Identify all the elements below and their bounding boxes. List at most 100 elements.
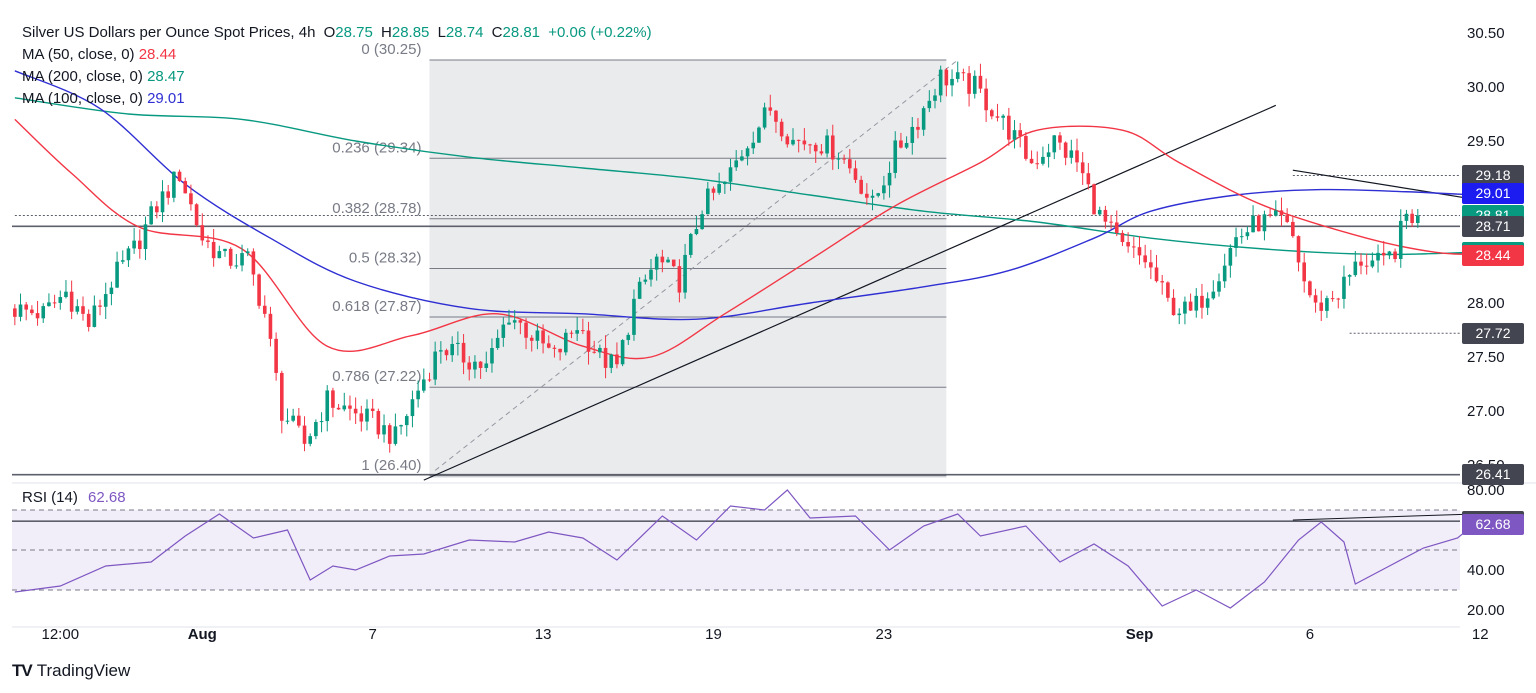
candle-body — [194, 204, 199, 226]
candle-body — [660, 256, 665, 263]
time-label-12: 12 — [1472, 626, 1489, 643]
candle-body — [319, 421, 324, 423]
candle-body — [995, 116, 1000, 118]
candle-body — [382, 425, 386, 435]
candle-body — [899, 140, 903, 148]
candle-body — [1398, 220, 1403, 259]
candle-body — [41, 306, 46, 319]
candle-body — [723, 181, 727, 185]
ma50-line — [14, 118, 1475, 360]
candle-body — [893, 140, 898, 173]
candle-body — [166, 191, 170, 198]
price-tag-28.44: 28.44 — [1462, 244, 1524, 266]
ma100-line — [14, 70, 1475, 321]
candle-body — [592, 351, 596, 353]
candle-body — [410, 399, 415, 417]
candle-body — [1251, 215, 1255, 233]
candle-body — [404, 416, 409, 426]
price-change: +0.06 (+0.22%) — [548, 24, 652, 41]
candle-body — [291, 415, 295, 421]
candle-body — [1007, 115, 1011, 140]
candle-body — [18, 304, 23, 317]
candle-body — [529, 337, 534, 341]
candle-body — [916, 126, 920, 130]
candle-body — [138, 240, 142, 250]
candle-body — [1291, 221, 1295, 237]
candle-body — [791, 139, 795, 145]
resistance-line — [1292, 169, 1475, 200]
candle-body — [342, 405, 347, 410]
candle-body — [1018, 130, 1022, 137]
candle-body — [1177, 313, 1182, 316]
candle-body — [348, 405, 352, 409]
candle-body — [637, 281, 642, 299]
candle-body — [308, 436, 312, 444]
candle-body — [422, 379, 426, 391]
candle-body — [478, 361, 483, 368]
candle-body — [876, 193, 880, 196]
candle-body — [552, 347, 557, 349]
candle-body — [47, 302, 51, 307]
candle-body — [359, 413, 364, 422]
tradingview-brand[interactable]: TV TradingView — [12, 661, 130, 681]
candle-body — [762, 107, 767, 128]
candle-body — [234, 265, 239, 267]
candle-body — [1012, 130, 1017, 140]
candle-body — [1262, 214, 1267, 232]
price-tag-29.01: 29.01 — [1462, 183, 1524, 205]
candle-body — [564, 332, 568, 353]
candle-body — [206, 240, 210, 242]
candle-body — [393, 426, 398, 444]
candle-body — [297, 415, 301, 426]
candle-body — [35, 313, 40, 319]
candle-body — [990, 110, 994, 117]
candle-body — [1364, 265, 1369, 267]
candle-body — [143, 224, 148, 250]
candle-body — [1256, 215, 1261, 232]
rsi-divergence-line — [1292, 513, 1475, 521]
candle-body — [132, 240, 136, 249]
candle-body — [268, 313, 273, 339]
candle-body — [490, 348, 494, 364]
candle-body — [1268, 214, 1272, 216]
legend-title-row: Silver US Dollars per Ounce Spot Prices,… — [22, 22, 652, 44]
candle-body — [751, 142, 756, 149]
candle-body — [569, 332, 574, 334]
chart-legend: Silver US Dollars per Ounce Spot Prices,… — [22, 22, 652, 110]
candle-body — [484, 363, 489, 368]
candle-body — [757, 127, 761, 143]
candle-body — [1024, 136, 1028, 159]
rsi-legend: RSI (14) 62.68 — [22, 489, 126, 506]
candle-body — [1029, 158, 1034, 164]
candle-body — [1041, 156, 1045, 164]
candle-body — [30, 309, 34, 314]
candle-body — [1052, 135, 1057, 153]
uptrend-line — [423, 104, 1277, 481]
candle-body — [86, 313, 91, 327]
candle-body — [700, 214, 704, 230]
candle-body — [615, 354, 619, 365]
candle-body — [1234, 237, 1238, 249]
candle-body — [1137, 247, 1142, 256]
candle-body — [223, 248, 227, 252]
candle-body — [1285, 215, 1289, 222]
candle-body — [1410, 213, 1414, 224]
candle-body — [1376, 252, 1380, 261]
candle-body — [706, 188, 710, 215]
candle-body — [825, 135, 829, 154]
candle-body — [938, 69, 943, 96]
candle-body — [1154, 267, 1159, 282]
fib-label-1: 1 (26.40) — [361, 457, 421, 474]
candle-body — [558, 348, 562, 353]
candle-body — [160, 191, 165, 213]
candle-body — [524, 322, 528, 338]
candle-body — [586, 330, 591, 352]
candle-body — [512, 320, 517, 323]
candle-body — [1336, 298, 1341, 300]
candle-body — [848, 159, 852, 169]
candle-body — [172, 171, 176, 198]
candle-body — [581, 330, 585, 332]
candle-body — [1325, 298, 1329, 311]
candle-body — [274, 338, 278, 373]
